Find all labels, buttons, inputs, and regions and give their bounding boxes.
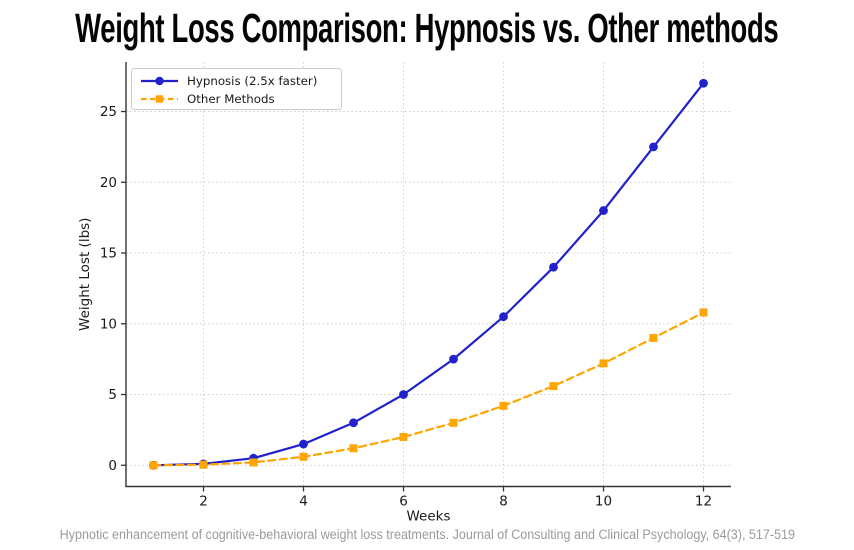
legend-hypnosis-label: Hypnosis (2.5x faster) [187, 74, 317, 88]
hypnosis-marker [599, 206, 608, 215]
legend-other-methods-marker [155, 95, 164, 103]
y-tick-label: 0 [108, 458, 117, 474]
other-methods-marker [599, 359, 608, 368]
hypnosis-marker [399, 390, 408, 399]
hypnosis-marker [499, 312, 508, 322]
hypnosis-marker [649, 142, 658, 152]
y-tick-label: 5 [108, 387, 117, 403]
legend-other-methods-label: Other Methods [187, 92, 275, 106]
other-methods-marker [449, 418, 458, 427]
y-axis-label: Weight Lost (lbs) [77, 218, 93, 331]
hypnosis-line [152, 82, 705, 467]
chart-title: Weight Loss Comparison: Hypnosis vs. Oth… [0, 4, 854, 52]
x-tick-label: 4 [299, 494, 308, 510]
legend-box [131, 68, 342, 110]
chart-title-text: Weight Loss Comparison: Hypnosis vs. Oth… [75, 4, 779, 51]
other-methods-marker [699, 308, 708, 317]
other-methods-marker [249, 458, 258, 467]
hypnosis-marker [549, 262, 558, 272]
other-methods-marker [349, 444, 358, 453]
legend-hypnosis-marker [155, 76, 164, 86]
hypnosis-marker [449, 354, 458, 364]
other-methods-marker [549, 382, 558, 391]
other-methods-marker [299, 452, 308, 461]
x-tick-label: 8 [499, 494, 508, 510]
other-methods-marker [649, 333, 658, 342]
x-tick-label: 12 [695, 494, 712, 510]
citation-text: Hypnotic enhancement of cognitive-behavi… [59, 527, 795, 542]
x-tick-label: 10 [595, 494, 612, 510]
x-axis-label: Weeks [406, 509, 450, 525]
y-tick-label: 25 [100, 104, 117, 120]
other-methods-marker [199, 460, 208, 469]
y-tick-label: 15 [100, 246, 117, 262]
hypnosis-marker [349, 418, 358, 428]
x-tick-label: 6 [399, 494, 408, 510]
other-methods-marker [399, 432, 408, 441]
other-methods-line [152, 311, 705, 467]
y-tick-label: 10 [100, 316, 117, 332]
y-tick-label: 20 [100, 175, 117, 191]
hypnosis-marker [299, 439, 308, 449]
other-methods-marker [149, 461, 158, 470]
citation: Hypnotic enhancement of cognitive-behavi… [0, 527, 854, 542]
x-tick-label: 2 [199, 494, 208, 510]
other-methods-marker [499, 401, 508, 410]
hypnosis-marker [699, 78, 708, 88]
